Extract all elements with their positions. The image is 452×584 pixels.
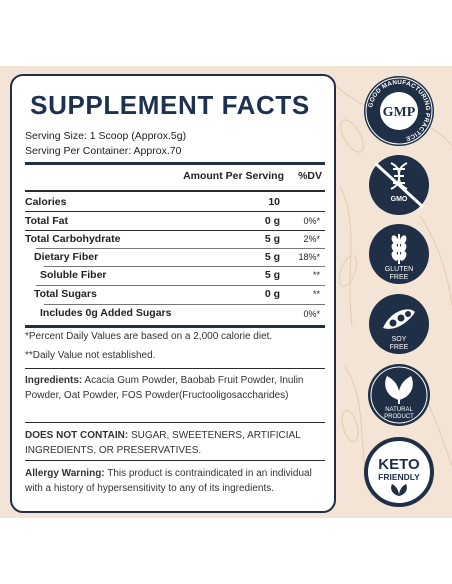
gluten-free-label: GLUTEN FREE (384, 266, 414, 281)
divider-thick (25, 162, 325, 165)
divider-row (36, 285, 325, 286)
row-total-fat-amount: 0 g (264, 215, 280, 227)
footnote-percent-dv: *Percent Daily Values are based on a 2,0… (25, 331, 273, 342)
soy-free-badge: SOY FREE (361, 292, 437, 356)
divider-row (44, 304, 325, 305)
allergy-warning-block: Allergy Warning: This product is contrai… (25, 466, 327, 496)
keto-label-line2: FRIENDLY (378, 472, 420, 482)
footnote-dv-not-established: **Daily Value not established. (25, 350, 156, 361)
row-total-sugars-dv: ** (312, 289, 320, 299)
row-calories-amount: 10 (268, 196, 280, 208)
divider-thick (25, 325, 325, 328)
ingredients-text: Acacia Gum Powder, Baobab Fruit Powder, … (25, 375, 304, 401)
row-calories-name: Calories (25, 196, 67, 208)
does-not-contain-block: DOES NOT CONTAIN: SUGAR, SWEETENERS, ART… (25, 428, 327, 458)
gmp-badge: GOOD MANUFACTURING PRACTICE GMP (361, 74, 437, 148)
does-not-contain-text: SUGAR, SWEETENERS, ARTIFICIAL INGREDIENT… (25, 430, 301, 456)
keto-friendly-badge: KETO FRIENDLY (361, 436, 437, 508)
divider-row (25, 230, 325, 231)
serving-size: Serving Size: 1 Scoop (Approx.5g) (25, 130, 187, 142)
row-total-carbohydrate-amount: 5 g (264, 233, 280, 245)
natural-product-label: NATURAL PRODUCT (384, 407, 414, 420)
header-amount: Amount Per Serving (183, 170, 284, 182)
divider-row (36, 248, 325, 249)
row-soluble-fiber-name: Soluble Fiber (40, 269, 107, 281)
row-soluble-fiber-dv: ** (312, 270, 320, 280)
row-total-carbohydrate-dv: 2%* (303, 234, 320, 244)
keto-label-line1: KETO (378, 456, 420, 473)
row-total-fat-name: Total Fat (25, 215, 68, 227)
row-total-sugars-amount: 0 g (264, 288, 280, 300)
divider-row (44, 266, 325, 267)
ingredients-block: Ingredients: Acacia Gum Powder, Baobab F… (25, 373, 327, 403)
row-dietary-fiber-dv: 18%* (298, 252, 320, 262)
gmo-badge: GMO (361, 153, 437, 217)
header-dv: %DV (298, 170, 322, 182)
row-added-sugars-dv: 0%* (303, 309, 320, 319)
row-dietary-fiber-name: Dietary Fiber (34, 251, 99, 263)
keto-leaf-icon (391, 484, 407, 496)
wheat-icon (391, 234, 407, 264)
leaf-icon (385, 376, 413, 404)
allergy-warning-text: This product is contraindicated in an in… (25, 468, 312, 494)
divider-header (25, 190, 325, 192)
divider (25, 422, 325, 423)
ingredients-label: Ingredients: (25, 375, 83, 386)
row-total-fat-dv: 0%* (303, 216, 320, 226)
botanical-decoration (335, 85, 452, 497)
divider-row (25, 211, 325, 212)
serving-per-container: Serving Per Container: Approx.70 (25, 145, 182, 157)
gluten-free-badge: GLUTEN FREE (361, 222, 437, 286)
row-dietary-fiber-amount: 5 g (264, 251, 280, 263)
divider (25, 460, 325, 461)
allergy-warning-label: Allergy Warning: (25, 468, 105, 479)
row-total-carbohydrate-name: Total Carbohydrate (25, 233, 121, 245)
supplement-facts-panel (10, 74, 336, 513)
divider (25, 368, 325, 369)
does-not-contain-label: DOES NOT CONTAIN: (25, 430, 129, 441)
gmp-center-text: GMP (383, 105, 416, 120)
panel-title: SUPPLEMENT FACTS (30, 90, 310, 120)
soybean-icon (383, 309, 415, 329)
gmo-label: GMO (390, 196, 408, 203)
soy-free-label: SOY FREE (389, 336, 409, 351)
row-total-sugars-name: Total Sugars (34, 288, 97, 300)
natural-product-badge: NATURAL PRODUCT (361, 362, 437, 428)
row-added-sugars-name: Includes 0g Added Sugars (40, 307, 172, 319)
row-soluble-fiber-amount: 5 g (264, 269, 280, 281)
gmp-seal-icon: GOOD MANUFACTURING PRACTICE GMP (364, 76, 434, 146)
